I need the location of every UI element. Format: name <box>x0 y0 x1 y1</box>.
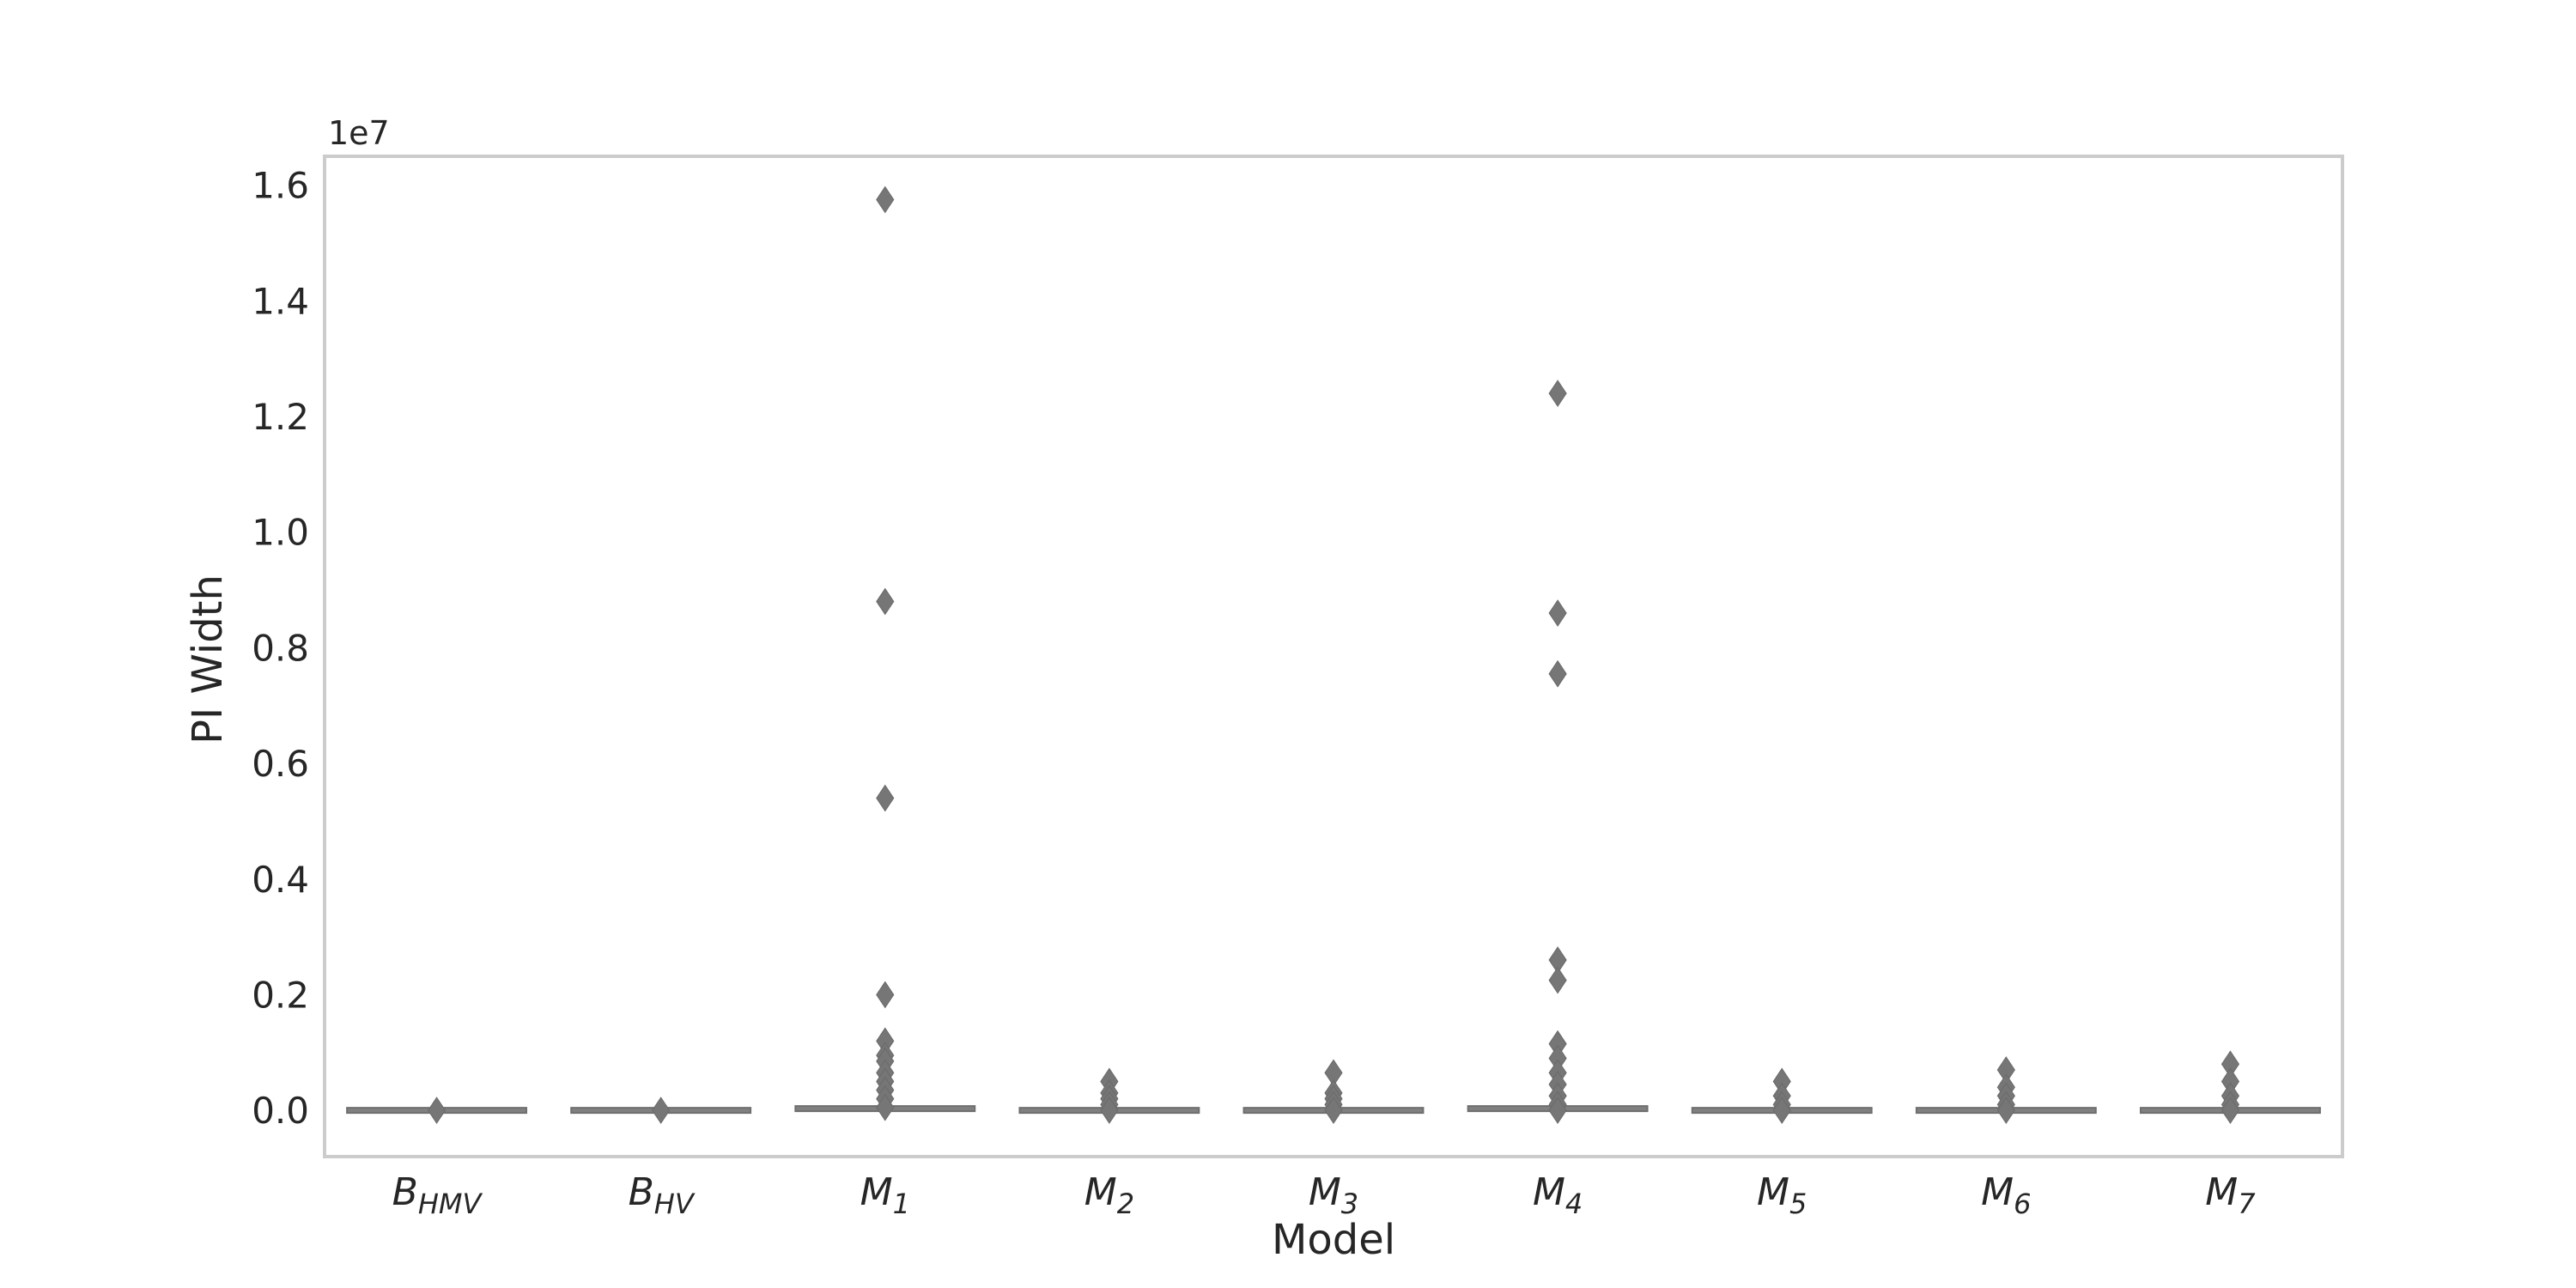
y-tick-label: 1.4 <box>252 280 309 322</box>
outlier-point <box>876 784 895 812</box>
outlier-point <box>876 981 895 1009</box>
outlier-point <box>876 185 895 214</box>
y-tick-label: 0.6 <box>252 743 309 785</box>
outlier-point <box>2221 1097 2240 1125</box>
outlier-point <box>1548 1097 1567 1125</box>
y-tick-label: 0.0 <box>252 1090 309 1132</box>
y-tick-label: 1.2 <box>252 396 309 438</box>
outlier-point <box>1548 659 1567 688</box>
x-tick-label: M6 <box>1981 1170 2031 1220</box>
y-tick-label: 0.8 <box>252 627 309 669</box>
y-tick-label: 0.2 <box>252 974 309 1016</box>
y-tick-label: 0.4 <box>252 859 309 901</box>
x-tick-labels: BHMV BHV M1 M2 M3 M4 M5 M6 M7 <box>392 1170 2257 1220</box>
x-tick-label: M2 <box>1084 1170 1134 1220</box>
x-tick-label: M7 <box>2205 1170 2256 1220</box>
y-tick-labels: 0.0 0.2 0.4 0.6 0.8 1.0 1.2 1.4 1.6 <box>252 165 309 1132</box>
x-tick-label: M5 <box>1757 1170 1807 1220</box>
x-tick-label: M1 <box>860 1170 910 1220</box>
x-tick-label: BHMV <box>392 1170 483 1220</box>
outlier-point <box>1772 1097 1791 1125</box>
x-tick-label: M4 <box>1533 1170 1583 1220</box>
outlier-point <box>1996 1097 2015 1125</box>
outlier-point <box>876 587 895 616</box>
y-tick-label: 1.6 <box>252 165 309 207</box>
outlier-point <box>1100 1097 1119 1125</box>
outlier-point <box>1548 599 1567 627</box>
outlier-point <box>427 1097 447 1125</box>
x-tick-label: M3 <box>1309 1170 1358 1220</box>
y-axis-title: PI Width <box>184 574 232 744</box>
outlier-point <box>876 1093 895 1121</box>
y-tick-label: 1.0 <box>252 512 309 554</box>
outliers-group <box>427 185 2240 1125</box>
outlier-point <box>1548 966 1567 994</box>
x-axis-title: Model <box>1272 1216 1395 1264</box>
y-offset-label: 1e7 <box>328 114 390 152</box>
x-tick-label: BHV <box>629 1170 696 1220</box>
outlier-point <box>1324 1097 1343 1125</box>
axes-frame <box>323 155 2344 1158</box>
outlier-point <box>1548 380 1567 407</box>
outlier-point <box>652 1097 671 1125</box>
